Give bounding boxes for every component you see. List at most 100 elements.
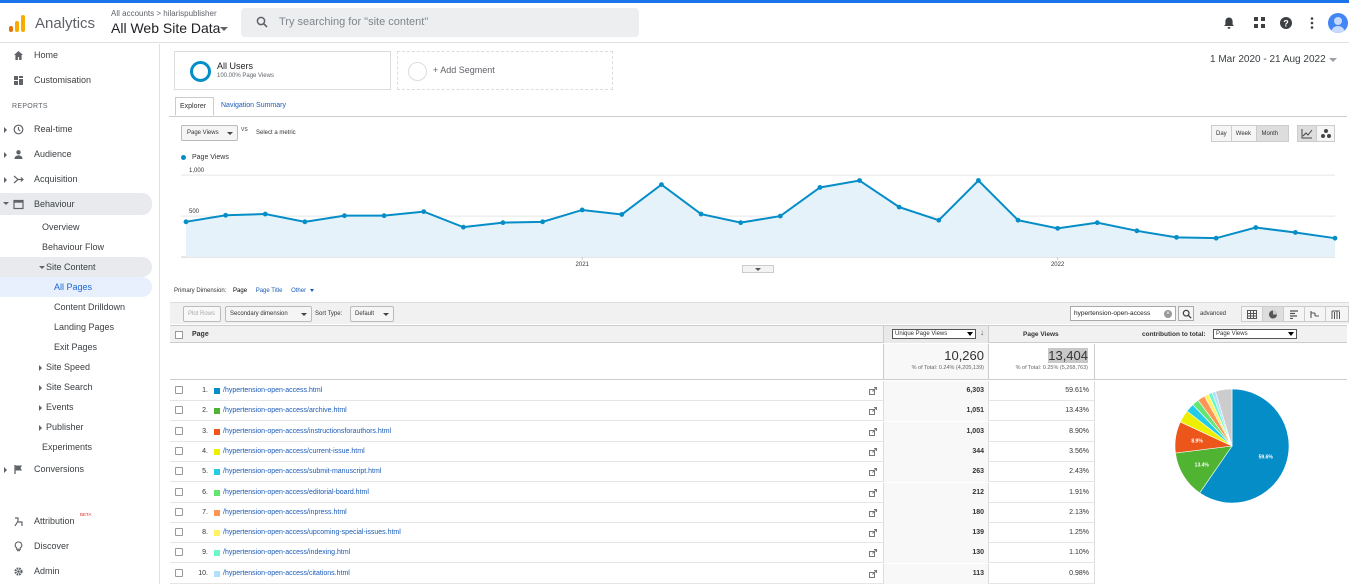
date-range-picker[interactable]: 1 Mar 2020 - 21 Aug 2022 xyxy=(1210,54,1326,65)
unique-metric-selector[interactable]: Unique Page Views xyxy=(892,329,976,339)
select-all-checkbox[interactable] xyxy=(175,331,183,339)
col-header-unique[interactable]: Unique Page Views ↓ xyxy=(883,326,989,343)
sidebar-item-home[interactable]: Home xyxy=(0,45,152,65)
dimension-page-title[interactable]: Page Title xyxy=(255,288,283,294)
sidebar-item-publisher[interactable]: Publisher xyxy=(0,417,152,437)
row-checkbox[interactable] xyxy=(175,548,183,557)
external-link-icon[interactable] xyxy=(869,468,877,477)
sort-desc-icon[interactable]: ↓ xyxy=(980,328,984,337)
sidebar-item-content-drilldown[interactable]: Content Drilldown xyxy=(0,297,152,317)
sidebar-item-customisation[interactable]: Customisation xyxy=(0,70,152,90)
tab-navigation-summary[interactable]: Navigation Summary xyxy=(221,102,286,109)
secondary-dimension-selector[interactable]: Secondary dimension xyxy=(225,306,312,322)
property-dropdown-icon[interactable] xyxy=(220,27,228,31)
help-icon[interactable]: ? xyxy=(1279,16,1293,30)
row-page-link[interactable]: /hypertension-open-access.html xyxy=(223,387,323,394)
external-link-icon[interactable] xyxy=(869,569,877,578)
col-header-page[interactable]: Page xyxy=(192,331,209,338)
sidebar-item-acquisition[interactable]: Acquisition xyxy=(0,169,152,189)
row-page-link[interactable]: /hypertension-open-access/inpress.html xyxy=(223,508,347,516)
filter-search-button[interactable] xyxy=(1178,306,1194,321)
dimension-other[interactable]: Other xyxy=(291,288,307,294)
sidebar-item-discover[interactable]: Discover xyxy=(0,536,152,556)
week-button[interactable]: Week xyxy=(1232,126,1258,141)
more-icon[interactable] xyxy=(1305,16,1319,30)
sidebar-item-exit-pages[interactable]: Exit Pages xyxy=(0,337,152,357)
sidebar-item-landing-pages[interactable]: Landing Pages xyxy=(0,317,152,337)
metric-selector[interactable]: Page Views xyxy=(181,125,238,141)
sidebar-item-conversions[interactable]: Conversions xyxy=(0,459,152,479)
row-checkbox[interactable] xyxy=(175,487,183,496)
sidebar-item-behaviour-flow[interactable]: Behaviour Flow xyxy=(0,237,152,257)
row-page-link[interactable]: /hypertension-open-access/editorial-boar… xyxy=(223,488,369,496)
apps-icon[interactable] xyxy=(1253,16,1267,30)
row-checkbox[interactable] xyxy=(175,568,183,577)
row-checkbox[interactable] xyxy=(175,446,183,455)
segment-all-users[interactable]: All Users 100.00% Page Views xyxy=(174,51,391,90)
row-checkbox[interactable] xyxy=(175,386,183,394)
performance-view-button[interactable] xyxy=(1284,307,1305,321)
row-checkbox[interactable] xyxy=(175,406,183,415)
sidebar-item-behaviour[interactable]: Behaviour xyxy=(0,193,152,215)
sidebar-item-experiments[interactable]: Experiments xyxy=(0,437,152,457)
analytics-logo-icon[interactable] xyxy=(9,15,25,32)
external-link-icon[interactable] xyxy=(869,407,877,416)
sidebar-item-all-pages[interactable]: All Pages xyxy=(0,277,152,297)
plot-rows-button[interactable]: Plot Rows xyxy=(183,306,221,322)
sort-type-selector[interactable]: Default xyxy=(350,306,394,322)
row-checkbox[interactable] xyxy=(175,426,183,435)
search-input[interactable]: Try searching for "site content" xyxy=(279,16,429,28)
comparison-view-button[interactable] xyxy=(1305,307,1326,321)
search-bar[interactable]: Try searching for "site content" xyxy=(241,8,639,37)
external-link-icon[interactable] xyxy=(869,508,877,517)
advanced-filter-link[interactable]: advanced xyxy=(1200,311,1227,317)
add-segment-button[interactable]: + Add Segment xyxy=(397,51,613,90)
contribution-metric-selector[interactable]: Page Views xyxy=(1213,329,1297,339)
sidebar-item-site-content[interactable]: Site Content xyxy=(0,257,152,277)
table-filter-input[interactable]: hypertension-open-access × xyxy=(1070,306,1176,321)
sidebar-item-events[interactable]: Events xyxy=(0,397,152,417)
external-link-icon[interactable] xyxy=(869,488,877,497)
sidebar-item-overview[interactable]: Overview xyxy=(0,217,152,237)
day-button[interactable]: Day xyxy=(1212,126,1232,141)
chart-collapse-handle[interactable] xyxy=(742,265,774,273)
dimension-page[interactable]: Page xyxy=(233,288,248,294)
date-dropdown-icon[interactable] xyxy=(1329,58,1337,62)
tab-explorer[interactable]: Explorer xyxy=(175,97,214,116)
external-link-icon[interactable] xyxy=(869,549,877,558)
external-link-icon[interactable] xyxy=(869,529,877,538)
row-checkbox[interactable] xyxy=(175,528,183,537)
month-button[interactable]: Month xyxy=(1257,126,1288,141)
sidebar-item-site-speed[interactable]: Site Speed xyxy=(0,357,152,377)
row-page-link[interactable]: /hypertension-open-access/archive.html xyxy=(223,407,347,415)
sidebar-item-realtime[interactable]: Real-time xyxy=(0,119,152,139)
row-page-link[interactable]: /hypertension-open-access/upcoming-speci… xyxy=(223,529,401,537)
select-metric-link[interactable]: Select a metric xyxy=(256,130,296,136)
sidebar-item-audience[interactable]: Audience xyxy=(0,144,152,164)
motion-chart-button[interactable] xyxy=(1317,126,1335,141)
row-page-link[interactable]: /hypertension-open-access/current-issue.… xyxy=(223,447,365,455)
row-page-link[interactable]: /hypertension-open-access/instructionsfo… xyxy=(223,427,392,435)
sidebar-item-attribution[interactable]: Attribution BETA xyxy=(0,511,152,531)
sidebar-item-admin[interactable]: Admin xyxy=(0,561,152,581)
external-link-icon[interactable] xyxy=(869,447,877,456)
data-view-button[interactable] xyxy=(1242,307,1263,321)
sidebar-item-site-search[interactable]: Site Search xyxy=(0,377,152,397)
row-page-link[interactable]: /hypertension-open-access/submit-manuscr… xyxy=(223,468,382,476)
row-page-link[interactable]: /hypertension-open-access/citations.html xyxy=(223,569,350,577)
external-link-icon[interactable] xyxy=(869,427,877,436)
row-checkbox[interactable] xyxy=(175,507,183,516)
clear-filter-icon[interactable]: × xyxy=(1164,310,1172,318)
percentage-view-button[interactable] xyxy=(1263,307,1284,321)
bell-icon[interactable] xyxy=(1222,16,1236,30)
row-page-link[interactable]: /hypertension-open-access/indexing.html xyxy=(223,549,351,557)
account-breadcrumb[interactable]: All accounts > hilarispublisher xyxy=(111,9,217,18)
other-dropdown-icon[interactable] xyxy=(309,289,314,292)
avatar[interactable] xyxy=(1328,13,1348,33)
external-link-icon[interactable] xyxy=(869,387,877,395)
pivot-view-button[interactable] xyxy=(1326,307,1348,321)
property-selector[interactable]: All Web Site Data xyxy=(111,20,221,36)
line-chart-button[interactable] xyxy=(1298,126,1317,141)
row-checkbox[interactable] xyxy=(175,467,183,476)
col-header-page-views[interactable]: Page Views xyxy=(1023,331,1059,338)
